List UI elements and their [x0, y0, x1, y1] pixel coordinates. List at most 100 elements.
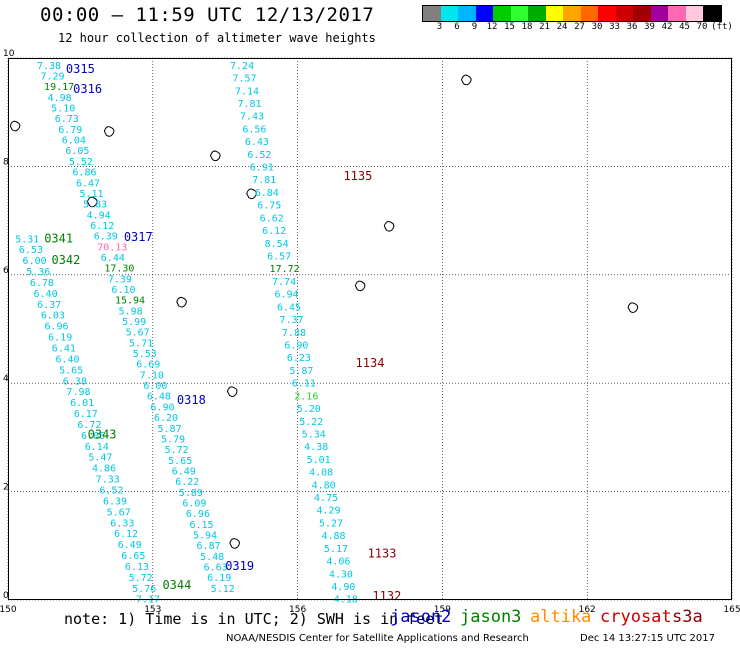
- pass-label: 0319: [225, 559, 254, 573]
- wave-height-value: 5.36: [26, 267, 50, 278]
- wave-height-value: 6.37: [37, 300, 61, 311]
- island-outline: [103, 126, 115, 137]
- footer-credit: NOAA/NESDIS Center for Satellite Applica…: [226, 633, 529, 644]
- color-swatch: [580, 6, 598, 21]
- wave-height-value: 6.11: [292, 379, 316, 390]
- color-swatch: [650, 6, 668, 21]
- wave-height-value: 6.38: [63, 376, 87, 387]
- wave-height-value: 6.52: [247, 150, 271, 161]
- color-swatch: [510, 6, 528, 21]
- y-tick-label: 2: [3, 483, 9, 493]
- wave-height-value: 6.73: [55, 114, 79, 125]
- pass-label: 0344: [162, 578, 191, 592]
- wave-height-value: 6.12: [114, 529, 138, 540]
- wave-height-value: 6.79: [58, 125, 82, 136]
- wave-height-value: 6.94: [275, 290, 299, 301]
- wave-height-value: 5.17: [324, 544, 348, 555]
- color-swatch: [668, 6, 686, 21]
- color-scale-label: 42: [661, 22, 673, 32]
- pass-label: 0316: [73, 82, 102, 96]
- wave-height-value: 5.11: [80, 189, 104, 200]
- wave-height-value: 4.98: [48, 93, 72, 104]
- wave-height-value: 4.06: [326, 557, 350, 568]
- wave-height-value: 6.56: [242, 124, 266, 135]
- map-subtitle: 12 hour collection of altimeter wave hei…: [58, 31, 376, 45]
- wave-height-value: 6.22: [175, 477, 199, 488]
- color-scale-label: 15: [504, 22, 515, 32]
- wave-height-value: 4.94: [87, 210, 111, 221]
- wave-height-value: 5.22: [299, 417, 323, 428]
- wave-height-value: 6.75: [257, 201, 281, 212]
- pass-label: 0341: [44, 231, 73, 245]
- wave-height-value: 6.65: [121, 551, 145, 562]
- wave-height-value: 6.40: [55, 354, 79, 365]
- wave-height-value: 4.90: [331, 582, 355, 593]
- color-swatch: [703, 6, 721, 21]
- wave-height-value: 6.90: [150, 402, 174, 413]
- wave-height-value: 6.12: [90, 221, 114, 232]
- wave-height-value: 6.96: [44, 322, 68, 333]
- wave-height-value: 4.18: [334, 595, 358, 606]
- wave-height-value: 5.31: [15, 234, 39, 245]
- color-scale-label: 21: [539, 22, 550, 32]
- wave-height-color-scale: [422, 5, 722, 22]
- wave-height-value: 5.89: [179, 488, 203, 499]
- legend-cryosat: cryosat: [600, 607, 672, 627]
- wave-height-value: 6.69: [136, 360, 160, 371]
- wave-height-value: 6.39: [103, 496, 127, 507]
- x-tick-label: 150: [0, 605, 17, 615]
- wave-height-value: 6.84: [255, 188, 279, 199]
- wave-height-value: 7.33: [96, 475, 120, 486]
- color-scale-label: 6: [454, 22, 460, 32]
- wave-height-value: 17.72: [270, 264, 300, 275]
- wave-height-value: 6.96: [186, 509, 210, 520]
- wave-height-value: 6.13: [125, 562, 149, 573]
- y-tick-label: 8: [3, 157, 9, 167]
- wave-height-value: 6.43: [245, 137, 269, 148]
- wave-height-value: 5.01: [307, 455, 331, 466]
- wave-height-value: 5.65: [59, 365, 83, 376]
- wave-height-value: 5.67: [107, 507, 131, 518]
- wave-height-value: 6.49: [118, 540, 142, 551]
- wave-height-value: 6.17: [74, 409, 98, 420]
- wave-height-value: 15.94: [115, 296, 145, 307]
- island-outline: [383, 221, 395, 232]
- pass-label: 0317: [124, 230, 153, 244]
- color-scale-label: 36: [626, 22, 638, 32]
- legend-altika: altika: [530, 607, 592, 627]
- wave-height-value: 7.88: [282, 328, 306, 339]
- pass-labels: 0315 0316 0317 0341 0342 0318 0343 0319 0344 1135…: [44, 62, 401, 603]
- wave-height-value: 5.34: [302, 429, 326, 440]
- wave-height-value: 5.27: [319, 518, 343, 529]
- color-swatch: [545, 6, 563, 21]
- wave-height-value: 7.39: [108, 274, 132, 285]
- wave-height-value: 5.10: [51, 104, 75, 115]
- island-outline: [210, 150, 221, 162]
- pass-label: 0318: [177, 393, 206, 407]
- pass-label: 1135: [343, 169, 372, 183]
- pass-label: 1133: [368, 547, 397, 561]
- wave-height-value: 7.57: [232, 74, 256, 85]
- x-tick-label: 156: [289, 605, 306, 615]
- wave-height-value: 6.33: [110, 518, 134, 529]
- color-swatch: [615, 6, 633, 21]
- wave-height-value: 4.80: [312, 480, 336, 491]
- wave-height-value: 7.81: [237, 99, 261, 110]
- wave-height-value: 4.86: [92, 464, 116, 475]
- wave-height-value: 5.71: [129, 338, 153, 349]
- wave-height-value: 6.52: [99, 485, 123, 496]
- color-swatch: [563, 6, 581, 21]
- wave-height-value: 6.91: [250, 163, 274, 174]
- wave-height-value: 6.86: [72, 168, 96, 179]
- wave-height-value: 6.45: [277, 302, 301, 313]
- color-swatch: [493, 6, 511, 21]
- wave-height-value: 4.08: [309, 468, 333, 479]
- footer-note: note: 1) Time is in UTC; 2) SWH is in fe…: [64, 610, 444, 628]
- wave-height-value: 7.14: [235, 86, 259, 97]
- color-scale-label: 9: [471, 22, 478, 32]
- wave-height-value: 5.47: [88, 453, 112, 464]
- altimeter-tracks: 7.387.2919.174.985.106.736.796.046.055.5…: [15, 61, 358, 606]
- wave-height-value: 7.43: [240, 112, 264, 123]
- color-scale-label: 70: [696, 22, 708, 32]
